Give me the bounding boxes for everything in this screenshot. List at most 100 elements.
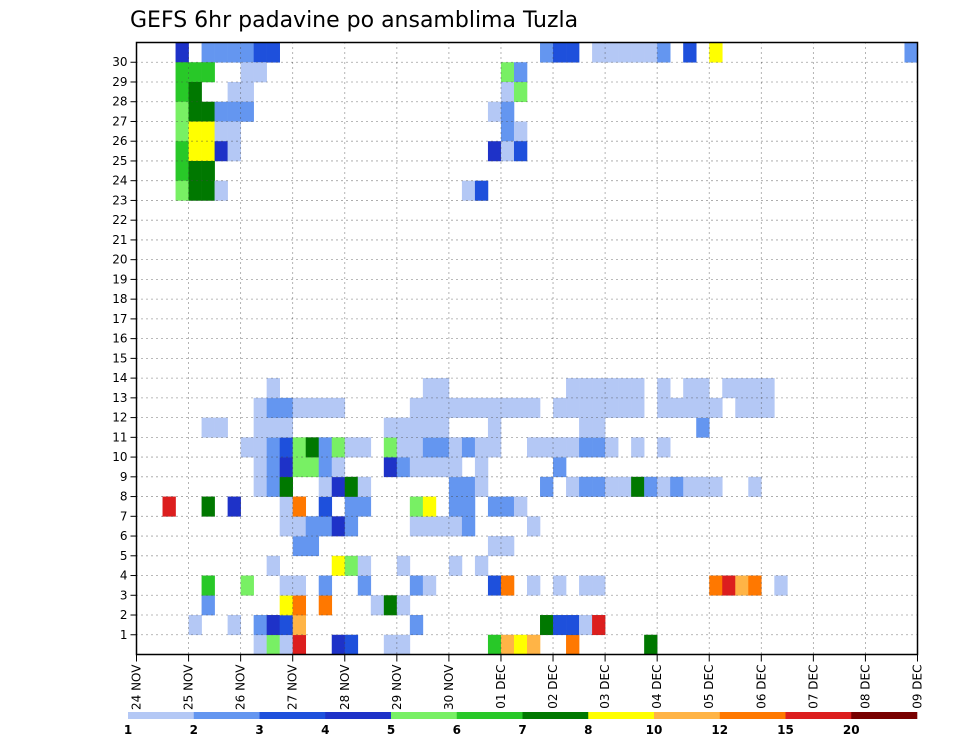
heatmap-cell	[292, 457, 307, 478]
heatmap-cell	[722, 575, 736, 596]
heatmap-cell	[540, 437, 554, 458]
heatmap-cell	[618, 397, 632, 418]
y-tick-label: 17	[112, 312, 127, 326]
heatmap-cell	[201, 42, 215, 63]
heatmap-cell	[318, 457, 333, 478]
heatmap-cell	[409, 516, 424, 537]
heatmap-cell	[422, 437, 437, 458]
heatmap-cell	[175, 180, 189, 201]
heatmap-cell	[188, 160, 202, 181]
heatmap-cell	[553, 615, 567, 636]
x-tick-label: 27 NOV	[286, 664, 300, 710]
heatmap-cell	[474, 555, 489, 576]
heatmap-cell	[487, 101, 502, 122]
heatmap-cell	[618, 476, 632, 497]
heatmap-cell	[409, 417, 424, 438]
colorbar-legend: 1 2 3 4 5 6 7 8 10 12 15 20	[124, 712, 918, 737]
legend-swatch	[325, 712, 392, 719]
heatmap-cell	[201, 575, 215, 596]
heatmap-cell	[592, 437, 606, 458]
heatmap-cell	[553, 397, 567, 418]
heatmap-cell	[253, 42, 267, 63]
heatmap-cell	[435, 397, 450, 418]
heatmap-cell	[566, 397, 580, 418]
heatmap-cell	[461, 496, 476, 517]
grid-lines	[136, 42, 918, 655]
heatmap-cell	[527, 575, 541, 596]
heatmap-cell	[344, 516, 359, 537]
heatmap-cell	[592, 378, 606, 399]
y-tick-label: 3	[120, 588, 128, 602]
heatmap-cell	[487, 496, 502, 517]
heatmap-cell	[579, 437, 593, 458]
heatmap-cell	[266, 437, 280, 458]
legend-label: 12	[711, 723, 728, 737]
heatmap-cell	[579, 476, 593, 497]
heatmap-cell	[305, 536, 320, 557]
x-tick-label: 26 NOV	[234, 664, 248, 710]
heatmap-cell	[631, 476, 645, 497]
heatmap-cell	[644, 476, 658, 497]
heatmap-cell	[657, 378, 671, 399]
y-axis: 1234567891011121314151617181920212223242…	[112, 55, 137, 642]
heatmap-cell	[513, 62, 528, 83]
heatmap-cell	[409, 496, 424, 517]
heatmap-cell	[644, 634, 658, 655]
heatmap-cell	[201, 496, 215, 517]
y-tick-label: 21	[112, 233, 127, 247]
heatmap-cell	[761, 378, 775, 399]
heatmap-cell	[605, 397, 619, 418]
heatmap-cell	[631, 42, 645, 63]
heatmap-cell	[240, 101, 254, 122]
heatmap-cell	[240, 575, 254, 596]
heatmap-cell	[435, 516, 450, 537]
heatmap-cell	[657, 437, 671, 458]
heatmap-cell	[540, 615, 554, 636]
x-tick-label: 28 NOV	[338, 664, 352, 710]
heatmap-cell	[253, 615, 267, 636]
y-tick-label: 2	[120, 608, 128, 622]
heatmap-cell	[461, 437, 476, 458]
heatmap-cell	[344, 496, 359, 517]
heatmap-cell	[253, 476, 267, 497]
heatmap-cell	[579, 417, 593, 438]
heatmap-cell	[553, 42, 567, 63]
x-tick-label: 09 DEC	[911, 665, 925, 709]
heatmap-cell	[487, 536, 502, 557]
heatmap-cell	[748, 476, 762, 497]
heatmap-cell	[318, 496, 333, 517]
heatmap-cell	[175, 101, 189, 122]
chart-title: GEFS 6hr padavine po ansamblima Tuzla	[130, 8, 578, 33]
heatmap-cell	[500, 121, 515, 142]
y-tick-label: 29	[112, 75, 127, 89]
heatmap-cell	[175, 81, 189, 103]
heatmap-cell	[592, 42, 606, 63]
heatmap-cell	[279, 634, 293, 655]
heatmap-cell	[435, 457, 450, 478]
heatmap-cell	[670, 397, 684, 418]
heatmap-cell	[579, 575, 593, 596]
heatmap-cell	[500, 81, 515, 103]
heatmap-cell	[227, 496, 241, 517]
heatmap-cell	[631, 437, 645, 458]
legend-swatch	[654, 712, 721, 719]
heatmap-cell	[305, 516, 320, 537]
heatmap-cell	[279, 397, 293, 418]
heatmap-cell	[240, 42, 254, 63]
y-tick-label: 25	[112, 154, 127, 168]
heatmap-cell	[357, 555, 372, 576]
heatmap-cell	[709, 476, 723, 497]
heatmap-cell	[592, 397, 606, 418]
heatmap-cell	[292, 397, 307, 418]
heatmap-cell	[201, 101, 215, 122]
legend-label: 2	[190, 723, 198, 737]
heatmap-cell	[448, 555, 463, 576]
heatmap-cell	[605, 476, 619, 497]
heatmap-cell	[422, 378, 437, 399]
y-tick-label: 20	[112, 253, 127, 267]
heatmap-cell	[318, 516, 333, 537]
legend-label: 10	[646, 723, 663, 737]
heatmap-cell	[318, 397, 333, 418]
x-axis: 24 NOV 25 NOV 26 NOV 27 NOV 28 NOV 29 NOV 30 N…	[130, 654, 925, 710]
